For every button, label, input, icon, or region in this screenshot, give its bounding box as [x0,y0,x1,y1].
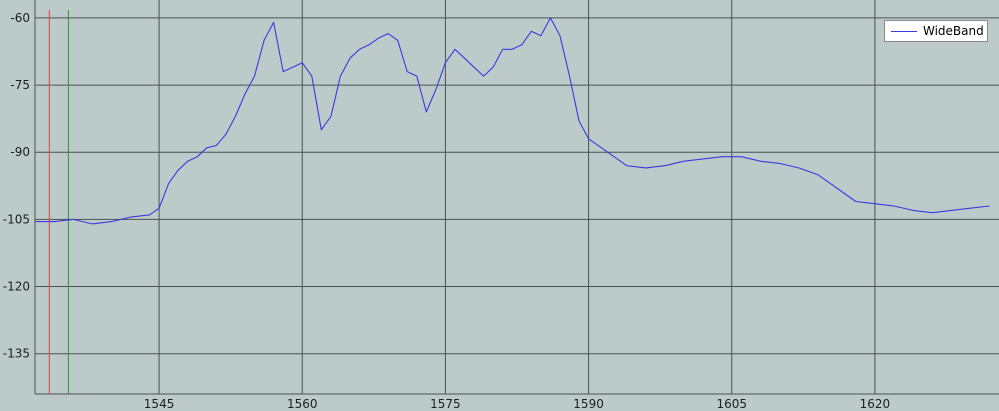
x-axis-ticks: 1545 1560 1575 1590 1605 1620 [144,397,890,411]
x-tick-label: 1560 [287,397,318,411]
legend-swatch [891,30,917,32]
x-tick-label: 1605 [716,397,747,411]
y-tick-label: -105 [3,212,30,226]
x-tick-label: 1620 [860,397,891,411]
y-tick-label: -120 [3,280,30,294]
x-tick-label: 1575 [430,397,461,411]
legend: WideBand [884,20,988,42]
legend-label: WideBand [923,24,984,38]
frequency-markers [48,10,69,394]
y-tick-label: -75 [10,78,30,92]
x-tick-label: 1545 [144,397,175,411]
y-axis-ticks: -60 -75 -90 -105 -120 -135 [3,11,30,361]
y-tick-label: -90 [10,145,30,159]
grid-lines [34,0,999,395]
x-tick-label: 1590 [573,397,604,411]
y-tick-label: -135 [3,347,30,361]
y-tick-label: -60 [10,11,30,25]
series-group [35,17,990,225]
series-line-WideBand [35,17,990,225]
plot-area [35,0,999,394]
